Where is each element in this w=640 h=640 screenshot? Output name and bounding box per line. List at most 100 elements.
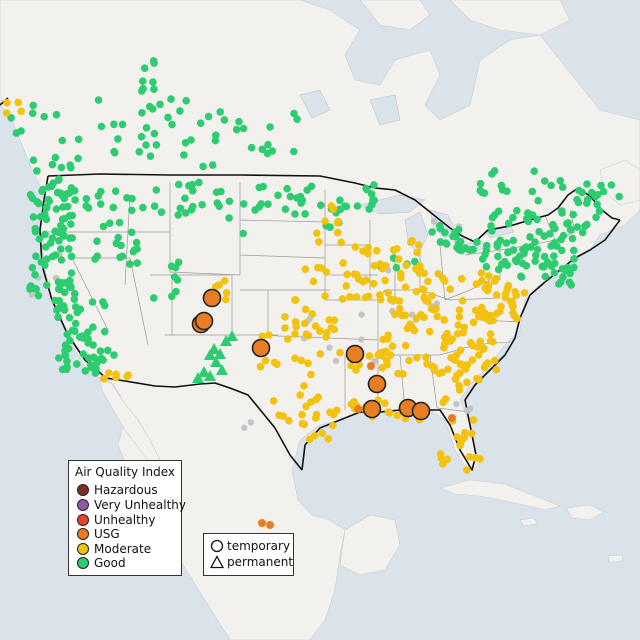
- puerto-rico: [607, 554, 624, 563]
- usg-small-monitor-markers: [258, 362, 456, 529]
- good-monitor: [528, 187, 537, 196]
- good-monitor: [595, 207, 604, 215]
- moderate-monitor: [448, 335, 456, 343]
- good-monitor: [558, 246, 566, 255]
- good-monitor: [57, 256, 66, 264]
- moderate-monitor: [334, 217, 343, 226]
- moderate-monitor: [316, 327, 324, 335]
- moderate-monitor: [391, 310, 399, 319]
- moderate-monitor: [304, 331, 313, 340]
- good-monitor: [54, 285, 63, 293]
- moderate-monitor: [466, 338, 475, 347]
- moderate-monitor: [457, 275, 466, 283]
- moderate-monitor: [465, 453, 474, 461]
- good-monitor: [116, 253, 124, 262]
- good-monitor: [36, 212, 45, 221]
- good-monitor: [239, 229, 247, 238]
- moderate-monitor: [378, 264, 387, 273]
- usg-monitor-large: [367, 374, 387, 394]
- good-monitor: [67, 252, 76, 261]
- moderate-monitor: [17, 107, 25, 116]
- moderate-monitor: [511, 288, 519, 296]
- good-monitor: [530, 167, 538, 175]
- moderate-monitor: [316, 350, 325, 358]
- good-monitor: [531, 238, 539, 246]
- moderate-monitor: [329, 410, 338, 419]
- moderate-monitor: [364, 249, 372, 258]
- moderate-monitor: [469, 416, 478, 424]
- good-monitor: [615, 192, 623, 201]
- usg-large-monitor-markers: [191, 288, 431, 421]
- good-monitor: [497, 260, 506, 269]
- legend-item-permanent: permanent: [210, 555, 293, 569]
- good-monitor: [63, 362, 71, 371]
- no-data-monitor: [241, 424, 248, 431]
- moderate-monitor: [485, 315, 494, 323]
- good-monitor: [607, 181, 616, 189]
- good-monitor: [128, 194, 136, 203]
- aqi-legend-title: Air Quality Index: [74, 465, 176, 479]
- good-monitor-markers: [7, 57, 623, 377]
- monitor-type-legend: temporary permanent: [203, 533, 294, 576]
- moderate-monitor: [285, 416, 293, 425]
- moderate-monitor: [384, 408, 393, 416]
- good-monitor: [559, 273, 567, 281]
- good-monitor: [367, 190, 376, 198]
- moderate-monitor: [112, 373, 120, 382]
- good-monitor: [569, 246, 578, 255]
- good-monitor: [522, 243, 530, 251]
- moderate-monitor: [484, 282, 493, 291]
- good-monitor: [392, 263, 401, 272]
- good-monitor: [104, 346, 112, 355]
- moderate-monitor: [477, 269, 486, 277]
- good-monitor: [59, 302, 68, 310]
- good-swatch: [77, 557, 89, 569]
- good-monitor: [128, 206, 136, 215]
- good-monitor: [557, 235, 565, 244]
- good-monitor: [538, 262, 546, 271]
- moderate-monitor: [508, 297, 516, 306]
- moderate-monitor: [420, 313, 428, 322]
- moderate-monitor: [504, 281, 513, 290]
- usg-monitor-large: [251, 338, 271, 358]
- good-monitor: [524, 217, 533, 226]
- moderate-monitor: [446, 285, 455, 293]
- good-monitor: [509, 246, 518, 254]
- good-monitor: [65, 276, 74, 285]
- moderate-monitor: [365, 352, 374, 360]
- good-monitor: [54, 278, 63, 286]
- good-monitor: [293, 194, 301, 202]
- good-monitor: [66, 283, 74, 291]
- moderate-monitor: [105, 369, 113, 377]
- good-monitor: [478, 255, 487, 263]
- good-monitor: [336, 205, 345, 214]
- good-monitor: [509, 213, 517, 222]
- good-monitor: [187, 205, 196, 214]
- good-monitor: [139, 203, 147, 212]
- good-monitor: [96, 200, 105, 208]
- moderate-monitor: [412, 287, 421, 296]
- good-monitor: [52, 110, 61, 119]
- good-monitor: [63, 357, 71, 365]
- good-monitor: [55, 175, 63, 183]
- good-monitor: [594, 190, 602, 199]
- good-monitor: [150, 202, 159, 210]
- good-monitor: [88, 298, 97, 306]
- moderate-monitor: [440, 277, 449, 285]
- good-monitor: [578, 228, 587, 237]
- unhealthy-swatch: [77, 514, 89, 526]
- good-monitor: [100, 301, 109, 310]
- aqi-legend: Air Quality Index Hazardous Very Unhealt…: [68, 460, 186, 576]
- good-monitor: [68, 326, 77, 335]
- good-monitor: [31, 270, 39, 279]
- good-monitor: [483, 241, 491, 250]
- moderate-monitor: [455, 386, 464, 394]
- good-monitor: [199, 162, 207, 171]
- good-monitor: [71, 319, 80, 328]
- good-monitor: [137, 132, 146, 141]
- moderate-monitor: [300, 382, 308, 390]
- moderate-monitor: [298, 410, 306, 419]
- moderate-monitor: [402, 261, 410, 270]
- moderate-swatch: [77, 543, 89, 555]
- moderate-monitor: [463, 378, 471, 387]
